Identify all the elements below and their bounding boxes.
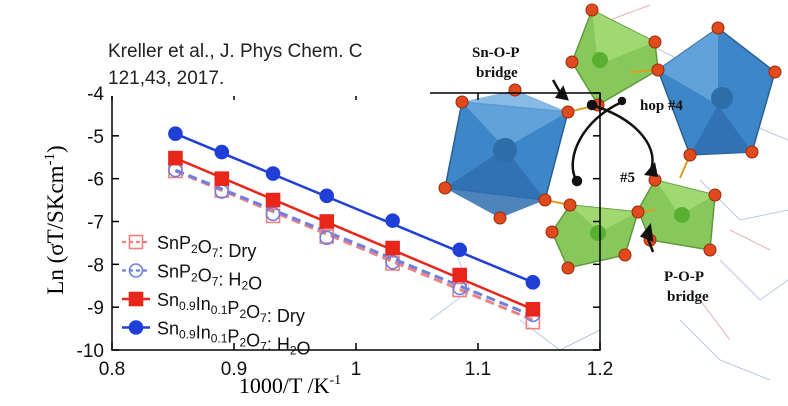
data-point-series-2: [385, 254, 400, 270]
hop5-origin-dot: [617, 96, 627, 106]
x-tick-label: 0.9: [221, 359, 247, 380]
data-point-series-4: [319, 188, 335, 204]
oxygen-atom: [561, 261, 575, 275]
legend-entry: SnP2O7: H2O: [157, 262, 262, 294]
legend-marker: [128, 320, 144, 335]
data-point-series-3: [265, 192, 281, 208]
legend-marker: [128, 263, 144, 278]
fit-lines: [174, 132, 534, 322]
oxygen-atom: [703, 243, 717, 257]
legend-marker: [128, 234, 144, 250]
sn-o-p-bridge-label-line1: Sn-O-P: [472, 45, 520, 61]
data-point-series-3: [319, 214, 335, 229]
bridge-pointer-arrows: [551, 79, 655, 253]
y-axis-label: Ln (σT/SKcm-1): [42, 145, 68, 294]
x-axis-label-exponent: -1: [329, 373, 341, 388]
y-tick-label: -4: [87, 84, 104, 105]
oxygen-atom: [585, 3, 599, 17]
structure-labels: Sn-O-P bridge hop #4 #5 P-O-P bridge: [472, 45, 709, 305]
y-tick-label: -9: [87, 298, 104, 319]
hop-arrows: [571, 96, 658, 187]
hop5-label: #5: [620, 170, 635, 186]
citation-line1: Kreller et al., J. Phys Chem. C: [108, 41, 362, 62]
fit-line-series-4: [174, 132, 534, 284]
oxygen-atom: [538, 193, 552, 207]
y-axis-label-exponent: -1: [42, 153, 58, 166]
hop5-arrow: [571, 100, 623, 181]
citation: Kreller et al., J. Phys Chem. C 121,43, …: [108, 30, 430, 96]
data-point-series-4: [385, 213, 400, 228]
y-axis-label-closing: ): [43, 145, 68, 153]
y-tick-labels: -10 -9 -8 -7 -6 -5 -4: [77, 84, 105, 362]
data-point-series-3: [385, 240, 400, 256]
axis-ticks: [111, 92, 601, 351]
y-axis-label-text: Ln (σT/SKcm: [43, 165, 68, 294]
data-point-series-3: [525, 302, 541, 317]
y-tick-label: -8: [87, 255, 104, 276]
oxygen-atom: [708, 188, 722, 202]
oxygen-atom: [711, 21, 725, 35]
legend-entry: Sn0.9In0.1P2O7: H2O: [157, 319, 311, 359]
legend-entry: SnP2O7: Dry: [157, 233, 256, 261]
hop4-label: hop #4: [640, 98, 683, 114]
oxygen-atom: [508, 83, 522, 97]
y-tick-label: -7: [87, 213, 104, 234]
x-tick-label: 1.1: [465, 359, 491, 380]
central-cations: [493, 52, 733, 241]
fit-line-series-2: [174, 168, 534, 318]
oxygen-atom: [745, 145, 759, 159]
oxygen-atom: [618, 248, 632, 262]
oxygen-atom: [648, 35, 662, 49]
oxygen-atom: [631, 205, 645, 219]
x-tick-label: 1.2: [587, 359, 613, 380]
oxygen-atom: [563, 198, 577, 212]
x-tick-labels: 0.8 0.9 1 1.1 1.2: [99, 359, 613, 380]
data-point-series-4: [214, 144, 230, 160]
data-point-series-4: [168, 126, 183, 141]
legend-entry: Sn0.9In0.1P2O7: Dry: [157, 290, 305, 326]
hop4-arrowhead: [644, 162, 658, 177]
data-point-series-4: [525, 275, 541, 290]
oxygen-atom: [493, 211, 507, 225]
fit-line-series-3: [174, 156, 534, 311]
oxygen-atoms: [438, 3, 782, 275]
tetrahedron-top: [571, 8, 659, 107]
y-tick-label: -10: [77, 341, 104, 362]
data-point-series-3: [168, 150, 183, 166]
p-o-p-bridge-label-line1: P-O-P: [664, 269, 704, 285]
data-point-series-2: [319, 230, 335, 246]
data-markers: [168, 126, 541, 330]
x-tick-label: 0.8: [99, 359, 125, 380]
data-point-series-4: [265, 166, 281, 181]
data-point-series-4: [452, 242, 468, 258]
oxygen-atom: [561, 105, 575, 119]
oxygen-atom: [545, 225, 559, 239]
hop4-origin-dot: [586, 99, 598, 111]
crystal-structure-illustration: Sn-O-P bridge hop #4 #5 P-O-P bridge: [429, 3, 788, 381]
x-axis-label: 1000/T /K-1: [239, 373, 341, 398]
oxygen-atom: [455, 95, 469, 109]
legend-marker: [128, 291, 144, 307]
oxygen-atom: [651, 63, 665, 77]
oxygen-atom: [565, 55, 579, 69]
oxygen-atom: [438, 181, 452, 195]
plot: 0.8 0.9 1 1.1 1.2 -10 -9 -8 -7 -6 -5 -4 SnP2O7: Dr…: [42, 30, 613, 398]
y-tick-label: -6: [87, 170, 104, 191]
data-point-series-3: [214, 171, 230, 186]
y-tick-label: -5: [87, 127, 104, 148]
background-lattice-lines-pink: [609, 4, 771, 341]
hop5-end-dot: [571, 175, 583, 187]
x-axis-label-text: 1000/T /K: [239, 373, 330, 398]
sn-o-p-bridge-label-line2: bridge: [476, 65, 518, 81]
p-o-p-bridge-label-line2: bridge: [667, 289, 709, 305]
x-tick-label: 1: [351, 359, 362, 380]
data-point-series-3: [452, 267, 468, 283]
citation-background: [108, 30, 430, 96]
oxygen-atom: [683, 148, 697, 162]
oxygen-atom: [768, 65, 782, 79]
citation-line2: 121,43, 2017.: [108, 68, 224, 89]
